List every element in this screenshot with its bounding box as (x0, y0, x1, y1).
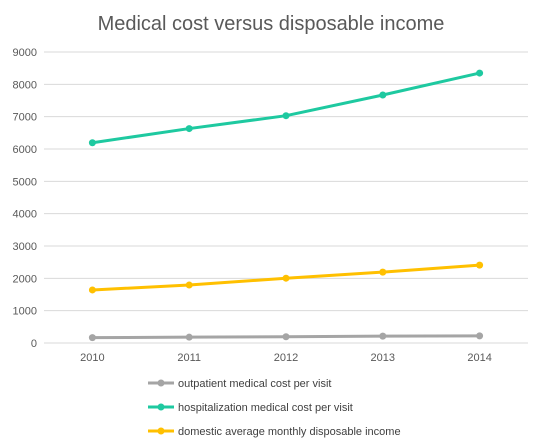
y-tick-label: 9000 (13, 47, 37, 59)
y-tick-label: 1000 (13, 306, 37, 318)
data-point (88, 286, 96, 294)
data-point (282, 274, 290, 282)
data-point (379, 332, 387, 340)
legend-item: hospitalization medical cost per visit (148, 402, 353, 414)
series-1 (88, 332, 484, 342)
y-tick-label: 0 (31, 338, 37, 350)
y-axis-tick-labels: 0 1000 2000 3000 4000 5000 6000 7000 8000 9000 (13, 47, 37, 350)
x-tick-label: 2010 (80, 352, 104, 364)
legend-item: outpatient medical cost per visit (148, 378, 331, 390)
legend: outpatient medical cost per visit hospita… (148, 378, 401, 438)
data-point (476, 261, 484, 269)
legend-label: domestic average monthly disposable inco… (178, 426, 401, 438)
legend-swatch-marker (157, 403, 165, 411)
data-point (379, 91, 387, 99)
x-tick-label: 2011 (177, 352, 201, 364)
series-3 (88, 261, 484, 294)
x-tick-label: 2012 (274, 352, 298, 364)
data-point (476, 69, 484, 77)
series-2 (88, 69, 484, 147)
data-point (185, 281, 193, 289)
legend-label: outpatient medical cost per visit (178, 378, 331, 390)
series-line (90, 71, 482, 145)
data-point (185, 333, 193, 341)
legend-swatch-marker (157, 427, 165, 435)
chart-title: Medical cost versus disposable income (98, 13, 445, 35)
data-point (379, 268, 387, 276)
data-point (282, 112, 290, 120)
x-axis-tick-labels: 2010 2011 2012 2013 2014 (80, 352, 492, 364)
legend-item: domestic average monthly disposable inco… (148, 426, 401, 438)
y-tick-label: 8000 (13, 79, 37, 91)
y-tick-label: 6000 (13, 144, 37, 156)
y-tick-label: 7000 (13, 112, 37, 124)
y-tick-label: 4000 (13, 209, 37, 221)
y-tick-label: 3000 (13, 241, 37, 253)
data-point (88, 334, 96, 342)
x-tick-label: 2013 (371, 352, 395, 364)
y-tick-label: 2000 (13, 273, 37, 285)
data-point (282, 333, 290, 341)
y-tick-label: 5000 (13, 176, 37, 188)
legend-label: hospitalization medical cost per visit (178, 402, 353, 414)
data-point (185, 125, 193, 133)
data-point (476, 332, 484, 340)
gridlines (44, 51, 528, 344)
series-lines (88, 69, 484, 342)
x-tick-label: 2014 (467, 352, 491, 364)
legend-swatch-marker (157, 379, 165, 387)
data-point (88, 139, 96, 147)
